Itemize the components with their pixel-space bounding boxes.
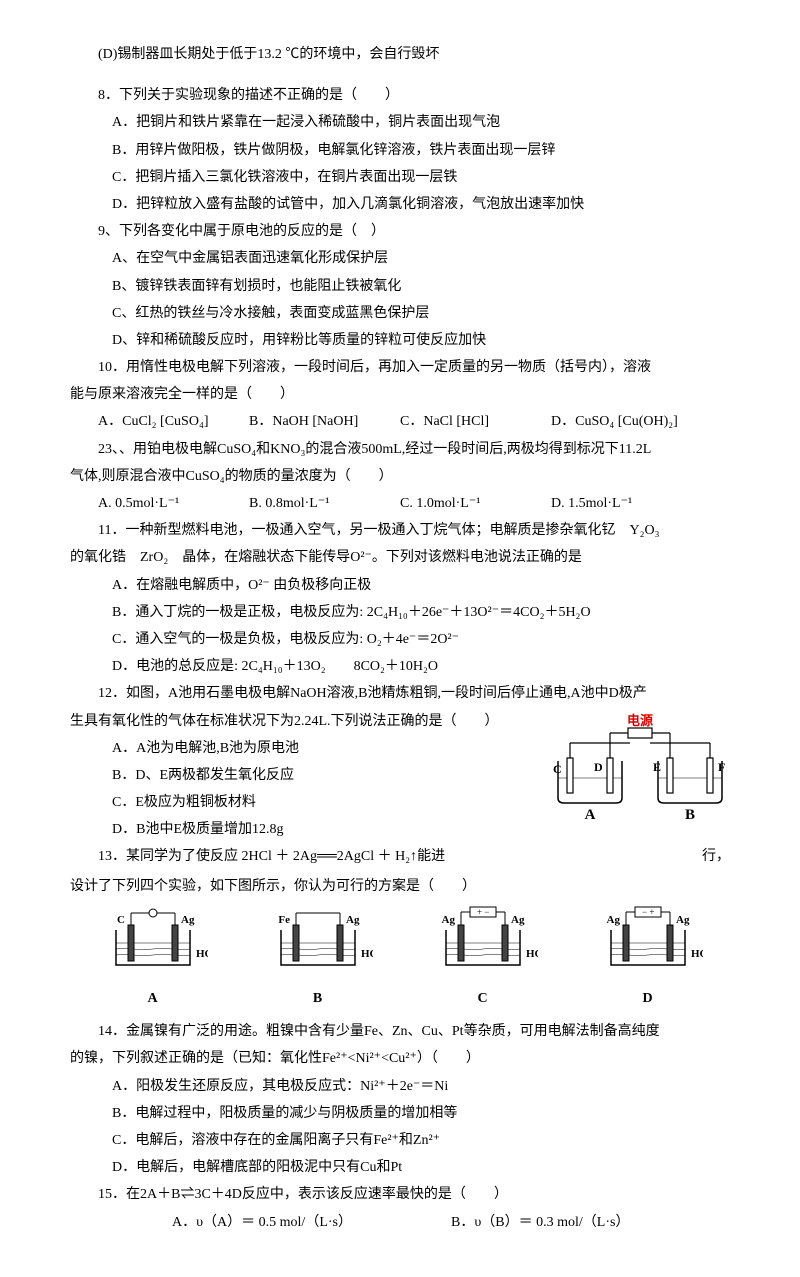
- q23-c: C. 1.0mol·L⁻¹: [400, 491, 551, 516]
- q9-c: C、红热的铁丝与冷水接触，表面变成蓝黑色保护层: [70, 301, 730, 326]
- q10-d: D．CuSO₄ [Cu(OH)₂]: [551, 409, 702, 434]
- electrode-right: Ag: [676, 914, 690, 926]
- cell-a-label: A: [585, 807, 596, 823]
- q9-d: D、锌和稀硫酸反应时，用锌粉比等质量的锌粒可使反应加快: [70, 328, 730, 353]
- q13-stem-1-suffix: 行，: [702, 844, 730, 869]
- q23-stem-1: 23、、用铂电极电解CuSO₄和KNO₃的混合液500mL,经过一段时间后,两极…: [70, 437, 730, 462]
- electrolyte-label: HCl: [691, 948, 703, 960]
- svg-text:− +: − +: [642, 907, 654, 917]
- q13-stem-1: 13．某同学为了使反应 2HCl ＋ 2Ag══2AgCl ＋ H₂↑能进: [98, 849, 445, 864]
- beaker-d: − + Ag Ag HCl D: [593, 905, 703, 1011]
- beaker-b: Fe Ag HCl B: [263, 905, 373, 1011]
- beaker-a-label: A: [98, 986, 208, 1011]
- electrode-c: C: [553, 762, 562, 776]
- q14-a: A．阳极发生还原反应，其电极反应式：Ni²⁺＋2e⁻＝Ni: [70, 1074, 730, 1099]
- beaker-c: + − Ag Ag HCl C: [428, 905, 538, 1011]
- q11-d: D．电池的总反应是: 2C₄H₁₀＋13O₂ 8CO₂＋10H₂O: [70, 654, 730, 679]
- q23-b: B. 0.8mol·L⁻¹: [249, 491, 400, 516]
- q11-stem-2: 的氧化锆 ZrO₂ 晶体，在熔融状态下能传导O²⁻。下列对该燃料电池说法正确的是: [70, 545, 730, 570]
- electrolyte-label: HCl: [526, 948, 538, 960]
- q9-stem: 9、下列各变化中属于原电池的反应的是（ ）: [70, 219, 730, 244]
- beaker-a: C Ag HCl A: [98, 905, 208, 1011]
- electrode-right: Ag: [511, 914, 525, 926]
- q8-d: D．把锌粒放入盛有盐酸的试管中，加入几滴氯化铜溶液，气泡放出速率加快: [70, 192, 730, 217]
- q23-options: A. 0.5mol·L⁻¹ B. 0.8mol·L⁻¹ C. 1.0mol·L⁻…: [70, 491, 730, 516]
- q14-b: B．电解过程中，阳极质量的减少与阴极质量的增加相等: [70, 1101, 730, 1126]
- electrode-right: Ag: [181, 914, 195, 926]
- electrode-left: Fe: [278, 914, 290, 926]
- q23-stem-2: 气体,则原混合液中CuSO₄的物质的量浓度为（ ）: [70, 464, 730, 489]
- q10-c: C．NaCl [HCl]: [400, 409, 551, 434]
- q8-a: A．把铜片和铁片紧靠在一起浸入稀硫酸中，铜片表面出现气泡: [70, 110, 730, 135]
- q10-b: B．NaOH [NaOH]: [249, 409, 400, 434]
- q13-stem-2: 设计了下列四个实验，如下图所示，你认为可行的方案是（ ）: [70, 874, 730, 899]
- q23-d: D. 1.5mol·L⁻¹: [551, 491, 702, 516]
- electrode-left: C: [117, 914, 125, 926]
- q9-b: B、镀锌铁表面锌有划损时，也能阻止铁被氧化: [70, 274, 730, 299]
- q11-b: B．通入丁烷的一极是正极，电极反应为: 2C₄H₁₀＋26e⁻＋13O²⁻＝4C…: [70, 600, 730, 625]
- electrode-left: Ag: [606, 914, 620, 926]
- q9-a: A、在空气中金属铝表面迅速氧化形成保护层: [70, 246, 730, 271]
- q14-d: D．电解后，电解槽底部的阳极泥中只有Cu和Pt: [70, 1155, 730, 1180]
- q15-stem: 15．在2A＋B⇌3C＋4D反应中，表示该反应速率最快的是（ ）: [70, 1182, 730, 1207]
- beaker-b-label: B: [263, 986, 373, 1011]
- q14-stem-2: 的镍，下列叙述正确的是（已知：氧化性Fe²⁺<Ni²⁺<Cu²⁺）（ ）: [70, 1046, 730, 1071]
- electrode-right: Ag: [346, 914, 360, 926]
- electrolyte-label: HCl: [196, 948, 208, 960]
- q8-b: B．用锌片做阳极，铁片做阴极，电解氯化锌溶液，铁片表面出现一层锌: [70, 138, 730, 163]
- q15-b: B．υ（B）＝ 0.3 mol/（L·s）: [451, 1210, 730, 1235]
- svg-text:+ −: + −: [477, 907, 489, 917]
- q15-options: A．υ（A）＝ 0.5 mol/（L·s） B．υ（B）＝ 0.3 mol/（L…: [70, 1210, 730, 1235]
- beaker-c-label: C: [428, 986, 538, 1011]
- q13-stem-1-wrap: 13．某同学为了使反应 2HCl ＋ 2Ag══2AgCl ＋ H₂↑能进 行，: [70, 844, 730, 869]
- q10-a: A．CuCl₂ [CuSO₄]: [98, 409, 249, 434]
- q10-stem-1: 10．用惰性电极电解下列溶液，一段时间后，再加入一定质量的另一物质（括号内），溶…: [70, 355, 730, 380]
- spacer: [70, 69, 730, 81]
- q8-stem: 8．下列关于实验现象的描述不正确的是（ ）: [70, 83, 730, 108]
- q12-stem-1: 12．如图，A池用石墨电极电解NaOH溶液,B池精炼粗铜,一段时间后停止通电,A…: [70, 681, 730, 706]
- electrode-d: D: [594, 760, 603, 774]
- q14-stem-1: 14．金属镍有广泛的用途。粗镍中含有少量Fe、Zn、Cu、Pt等杂质，可用电解法…: [70, 1019, 730, 1044]
- electrode-e: E: [653, 760, 661, 774]
- q10-stem-2: 能与原来溶液完全一样的是（ ）: [70, 382, 730, 407]
- q23-a: A. 0.5mol·L⁻¹: [98, 491, 249, 516]
- q8-c: C．把铜片插入三氯化铁溶液中，在铜片表面出现一层铁: [70, 165, 730, 190]
- electrode-f: F: [718, 760, 725, 774]
- q11-stem-1: 11．一种新型燃料电池，一极通入空气，另一极通入丁烷气体；电解质是掺杂氧化钇 Y…: [70, 518, 730, 543]
- q11-a: A．在熔融电解质中，O²⁻ 由负极移向正极: [70, 573, 730, 598]
- electrolyte-label: HCl: [361, 948, 373, 960]
- q12-diagram: 电源 C D E F A B: [550, 713, 730, 832]
- power-label: 电源: [627, 713, 653, 728]
- option-d-pre: (D)锡制器皿长期处于低于13.2 ℃的环境中，会自行毁坏: [70, 42, 730, 67]
- q11-c: C．通入空气的一极是负极，电极反应为: O₂＋4e⁻＝2O²⁻: [70, 627, 730, 652]
- electrode-left: Ag: [441, 914, 455, 926]
- cell-b-label: B: [685, 807, 695, 823]
- q10-options: A．CuCl₂ [CuSO₄] B．NaOH [NaOH] C．NaCl [HC…: [70, 409, 730, 434]
- q13-diagram-row: C Ag HCl A Fe Ag HCl B + −: [70, 905, 730, 1011]
- beaker-d-label: D: [593, 986, 703, 1011]
- q15-a: A．υ（A）＝ 0.5 mol/（L·s）: [112, 1210, 451, 1235]
